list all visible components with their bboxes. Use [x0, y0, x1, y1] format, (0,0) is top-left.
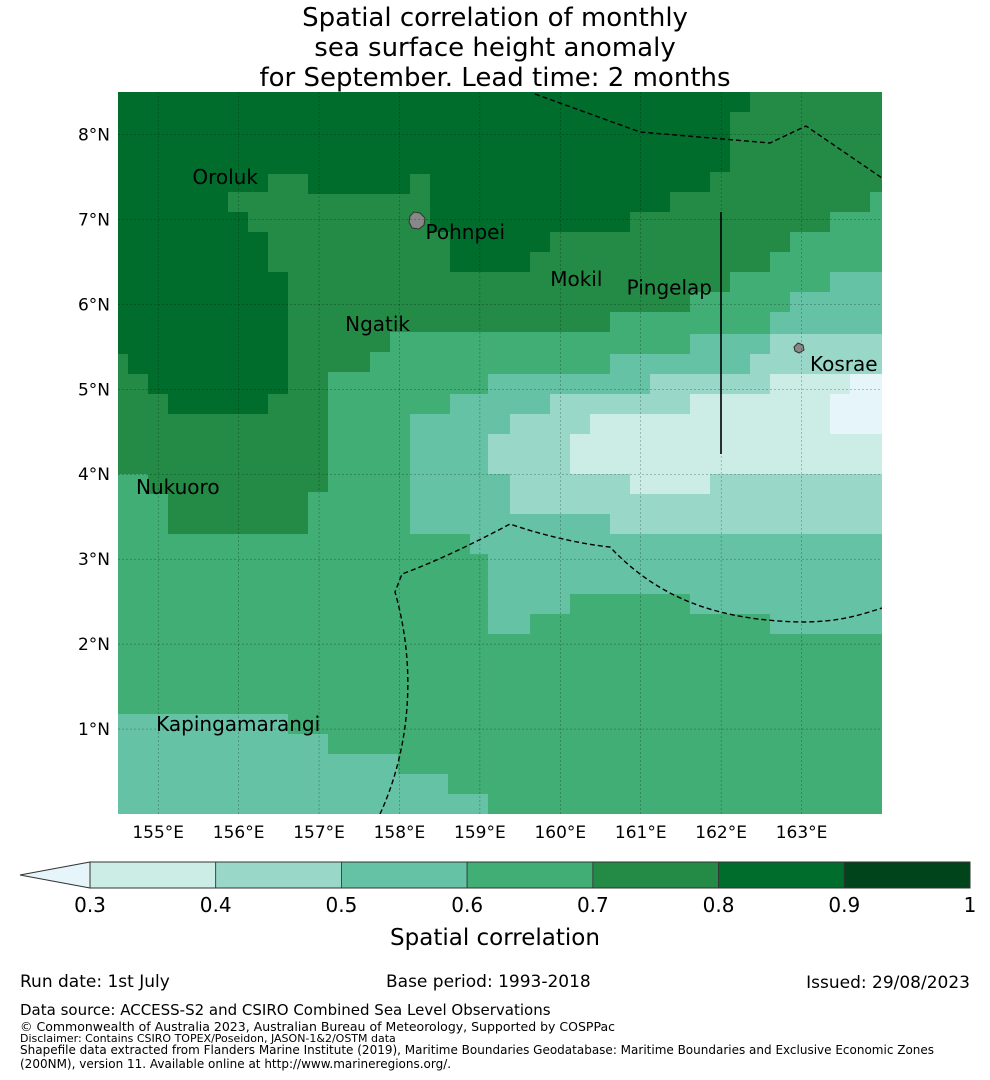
colorbar-segment — [592, 861, 719, 889]
colorbar-tick-label: 0.4 — [200, 893, 232, 917]
colorbar-tick-label: 0.9 — [828, 893, 860, 917]
island-label-mokil: Mokil — [550, 267, 602, 291]
field-region-0.8 — [118, 92, 750, 414]
longitude-tick-label: 162°E — [695, 823, 747, 843]
copyright: © Commonwealth of Australia 2023, Austra… — [20, 1019, 615, 1034]
longitude-tick-label: 160°E — [534, 823, 586, 843]
data-source: Data source: ACCESS-S2 and CSIRO Combine… — [20, 1001, 551, 1019]
latitude-tick-label: 8°N — [78, 125, 110, 145]
longitude-tick-label: 157°E — [293, 823, 345, 843]
map-title-line-1: Spatial correlation of monthly — [302, 3, 688, 33]
longitude-tick-label: 156°E — [213, 823, 265, 843]
longitude-tick-label: 163°E — [776, 823, 828, 843]
field-region-below-0.3 — [830, 374, 882, 434]
disclaimer: Disclaimer: Contains CSIRO TOPEX/Poseido… — [20, 1032, 396, 1045]
map-title-line-2: sea surface height anomaly — [314, 33, 676, 63]
colorbar-tick-label: 0.5 — [326, 893, 358, 917]
latitude-tick-label: 3°N — [78, 550, 110, 570]
colorbar-tick-label: 0.7 — [577, 893, 609, 917]
colorbar-segment — [466, 861, 594, 889]
map-title-line-3: for September. Lead time: 2 months — [259, 63, 731, 93]
colorbar-segment — [215, 861, 342, 889]
field-region-0.5-south — [410, 534, 882, 634]
eez-boundary-south — [379, 523, 882, 814]
run-date: Run date: 1st July — [20, 972, 170, 992]
island-label-kosrae: Kosrae — [810, 352, 878, 376]
shapefile-credit-2: (200NM), version 11. Available online at… — [20, 1057, 452, 1071]
colorbar-tick-label: 0.8 — [703, 893, 735, 917]
latitude-tick-labels: 1°N 2°N 3°N 4°N 5°N 6°N 7°N 8°N — [78, 125, 110, 740]
map-area — [118, 92, 882, 814]
island-label-pohnpei: Pohnpei — [426, 220, 506, 244]
island-label-nukuoro: Nukuoro — [136, 475, 220, 499]
issued-date: Issued: 29/08/2023 — [806, 973, 970, 993]
longitude-tick-label: 161°E — [615, 823, 667, 843]
graticule — [118, 92, 882, 814]
colorbar-tick-label: 0.3 — [74, 893, 106, 917]
longitude-tick-labels: 155°E 156°E 157°E 158°E 159°E 160°E 161°E 162°E… — [132, 823, 827, 843]
island-label-ngatik: Ngatik — [345, 312, 410, 336]
colorbar-extend-arrow — [19, 861, 91, 889]
colorbar-segment — [843, 861, 971, 889]
colorbar-segment — [718, 861, 845, 889]
latitude-tick-label: 4°N — [78, 465, 110, 485]
latitude-tick-label: 5°N — [78, 380, 110, 400]
island-label-oroluk: Oroluk — [192, 165, 258, 189]
longitude-tick-label: 159°E — [454, 823, 506, 843]
colorbar-label: Spatial correlation — [390, 925, 600, 951]
longitude-tick-label: 158°E — [374, 823, 426, 843]
field-region-0.3 — [570, 374, 882, 494]
colorbar-segment — [341, 861, 468, 889]
latitude-tick-label: 6°N — [78, 295, 110, 315]
field-region-0.7 — [118, 92, 882, 534]
island-labels: Oroluk Pohnpei Mokil Pingelap Ngatik Kosrae Nu… — [136, 165, 877, 736]
shapefile-credit-1: Shapefile data extracted from Flanders M… — [20, 1043, 935, 1057]
colorbar-tick-label: 1 — [964, 893, 977, 917]
latitude-tick-label: 7°N — [78, 210, 110, 230]
colorbar-tick-label: 0.6 — [451, 893, 483, 917]
base-period: Base period: 1993-2018 — [386, 972, 591, 992]
eez-boundary-north — [534, 93, 882, 179]
latitude-tick-label: 1°N — [78, 720, 110, 740]
colorbar-outline — [89, 861, 971, 889]
island-label-pingelap: Pingelap — [627, 275, 712, 299]
pohnpei-island-shape — [408, 211, 426, 230]
field-region-0.5 — [118, 714, 488, 814]
island-label-kapingamarangi: Kapingamarangi — [156, 712, 320, 736]
colorbar-segment — [89, 861, 217, 889]
longitude-tick-label: 155°E — [132, 823, 184, 843]
latitude-tick-label: 2°N — [78, 635, 110, 655]
kosrae-island-shape — [793, 342, 805, 354]
colorbar: 0.3 0.4 0.5 0.6 0.7 0.8 0.9 1 Spatial correlati… — [19, 861, 977, 951]
